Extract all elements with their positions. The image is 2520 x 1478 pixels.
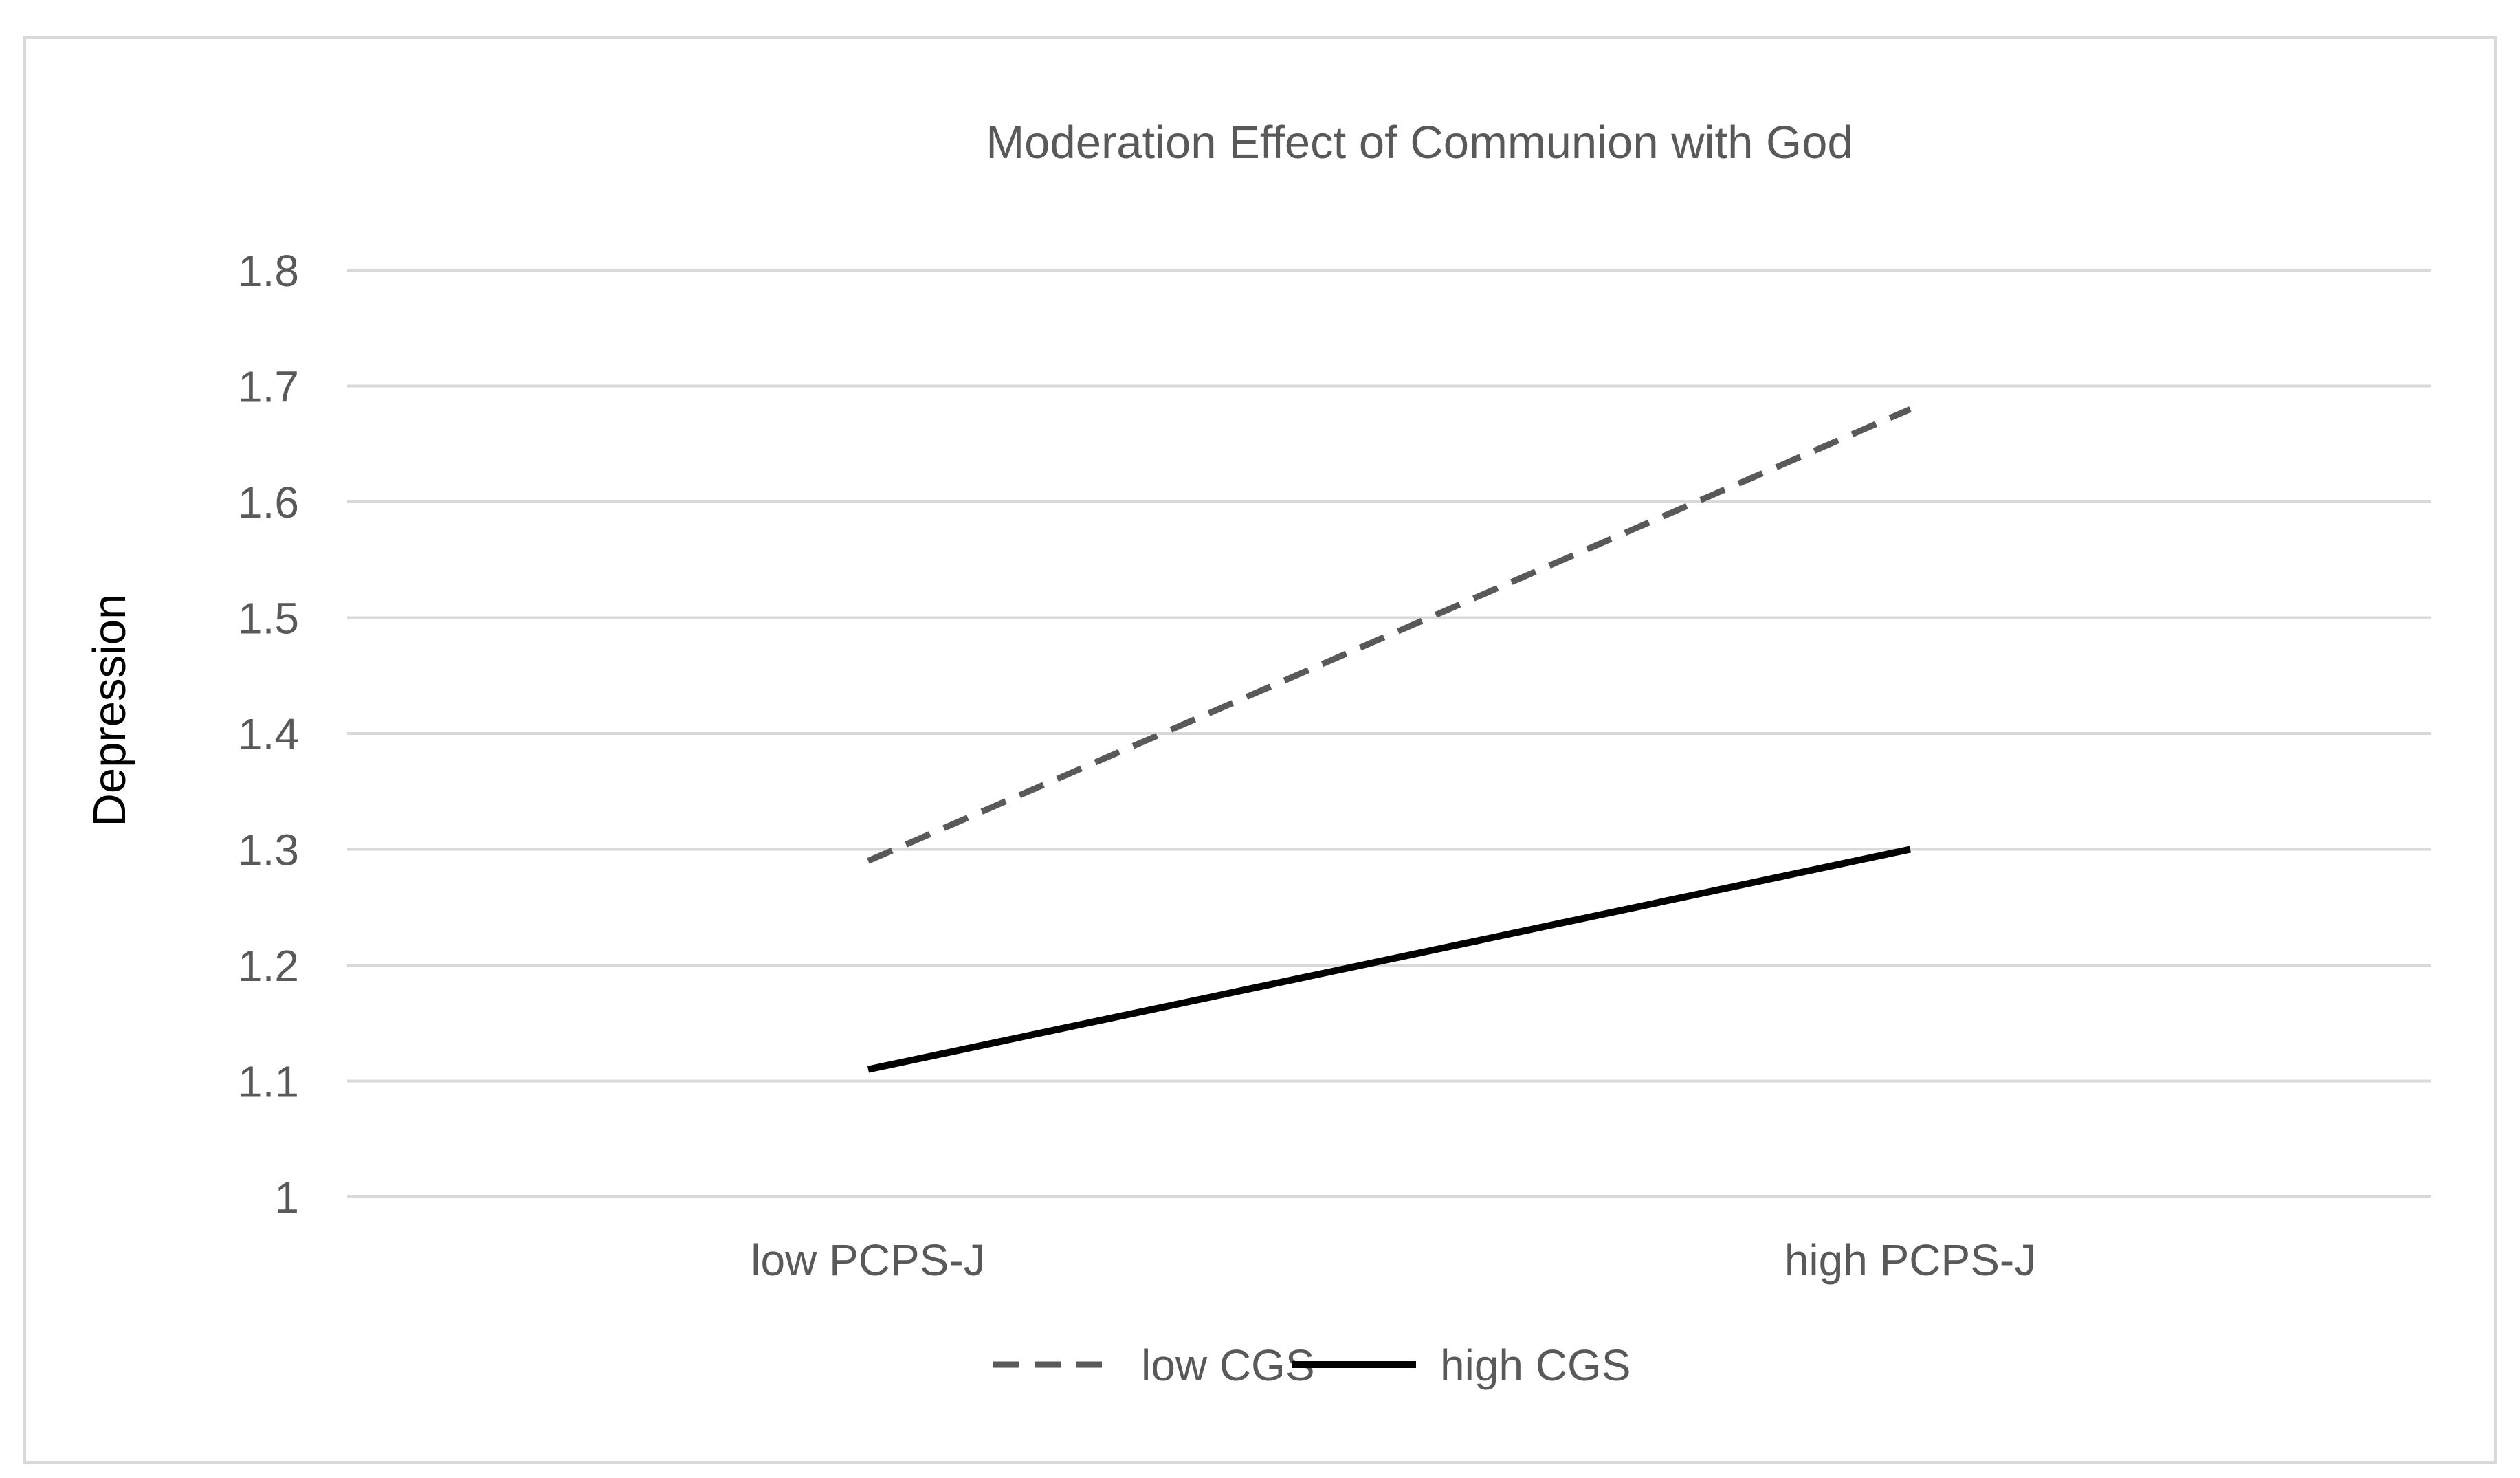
x-tick-label: low PCPS-J xyxy=(751,1235,985,1285)
y-tick-label: 1.5 xyxy=(238,594,299,643)
y-tick-label: 1 xyxy=(274,1173,299,1222)
chart-title: Moderation Effect of Communion with God xyxy=(986,117,1853,168)
y-tick-label: 1.1 xyxy=(238,1057,299,1107)
series-line-high-cgs xyxy=(867,846,1912,1073)
x-tick-labels: low PCPS-J high PCPS-J xyxy=(751,1235,2036,1285)
y-tick-label: 1.3 xyxy=(238,826,299,875)
legend-label: low CGS xyxy=(1141,1341,1315,1390)
gridlines xyxy=(347,269,2431,1198)
series-line-low-cgs xyxy=(867,406,1912,864)
y-tick-label: 1.7 xyxy=(238,362,299,412)
y-tick-label: 1.8 xyxy=(238,246,299,296)
legend: low CGS high CGS xyxy=(993,1341,1631,1390)
series-lines xyxy=(867,406,1912,1073)
y-tick-label: 1.6 xyxy=(238,478,299,527)
y-axis-title: Depression xyxy=(84,594,135,827)
y-tick-label: 1.4 xyxy=(238,709,299,759)
y-tick-labels: 1 1.1 1.2 1.3 1.4 1.5 1.6 1.7 1.8 xyxy=(238,246,299,1222)
legend-label: high CGS xyxy=(1440,1341,1631,1390)
chart-frame xyxy=(23,36,2497,1464)
x-tick-label: high PCPS-J xyxy=(1784,1235,2036,1285)
y-tick-label: 1.2 xyxy=(238,941,299,991)
